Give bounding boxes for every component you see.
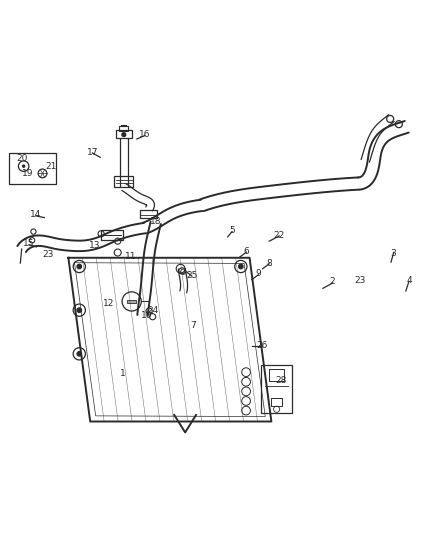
Text: 22: 22 [274,231,285,239]
Text: 15: 15 [23,239,35,248]
Circle shape [121,132,127,138]
Bar [127,300,136,303]
Text: 21: 21 [45,163,57,172]
Text: 23: 23 [42,250,53,259]
Text: 9: 9 [255,269,261,278]
Text: 26: 26 [256,341,268,350]
Circle shape [77,264,81,269]
Bar [101,230,123,240]
Bar [140,210,157,219]
Text: 25: 25 [186,271,198,280]
Text: 14: 14 [30,211,41,220]
Text: 4: 4 [406,276,412,285]
Circle shape [22,165,25,168]
Text: 16: 16 [139,130,151,139]
Text: 18: 18 [150,217,162,227]
Bar [116,130,132,138]
Text: 13: 13 [89,241,100,250]
Circle shape [239,264,243,269]
Text: 20: 20 [16,154,27,163]
Text: 7: 7 [190,321,196,330]
Bar [120,126,128,131]
Text: 1: 1 [120,369,126,378]
Text: 6: 6 [244,247,249,256]
Text: 8: 8 [266,259,272,268]
Text: 17: 17 [87,148,98,157]
Bar [261,365,292,413]
Text: 5: 5 [229,226,235,235]
Circle shape [77,352,81,356]
Text: 11: 11 [125,252,137,261]
Circle shape [77,308,81,312]
Text: 28: 28 [276,376,287,384]
Text: 23: 23 [354,276,365,285]
Bar [114,176,134,187]
Bar [269,369,285,381]
Text: 2: 2 [330,277,336,286]
Text: 3: 3 [391,249,396,258]
Bar [272,398,282,406]
Text: 12: 12 [103,299,115,308]
Text: 10: 10 [141,311,153,320]
Text: 24: 24 [147,305,158,314]
Text: 19: 19 [22,169,34,179]
Bar [9,153,56,184]
